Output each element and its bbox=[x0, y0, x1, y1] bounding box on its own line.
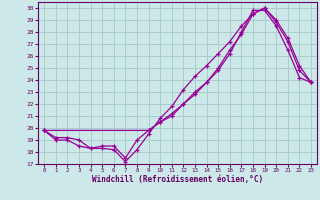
X-axis label: Windchill (Refroidissement éolien,°C): Windchill (Refroidissement éolien,°C) bbox=[92, 175, 263, 184]
